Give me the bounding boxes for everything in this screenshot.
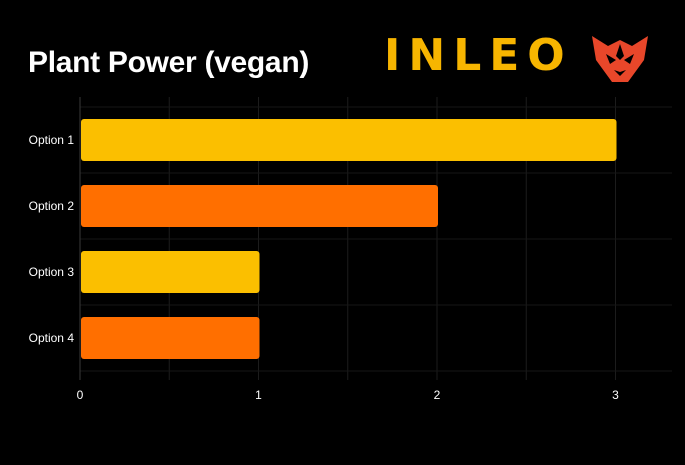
chart-title: Plant Power (vegan) [28,46,310,79]
x-tick-label: 3 [612,388,619,402]
x-tick-label: 0 [77,388,84,402]
logo-wordmark: INLEO [384,30,573,81]
bar-option-1 [81,119,617,161]
bar-option-4 [81,317,260,359]
y-tick-label: Option 2 [29,199,75,213]
bar-option-2 [81,185,438,227]
y-tick-label: Option 1 [29,133,75,147]
inleo-logo: INLEO [384,30,660,86]
lion-head-icon [592,36,648,82]
y-tick-label: Option 3 [29,265,75,279]
y-tick-label: Option 4 [29,331,75,345]
bar-option-3 [81,251,260,293]
x-tick-label: 1 [255,388,262,402]
x-tick-label: 2 [434,388,441,402]
